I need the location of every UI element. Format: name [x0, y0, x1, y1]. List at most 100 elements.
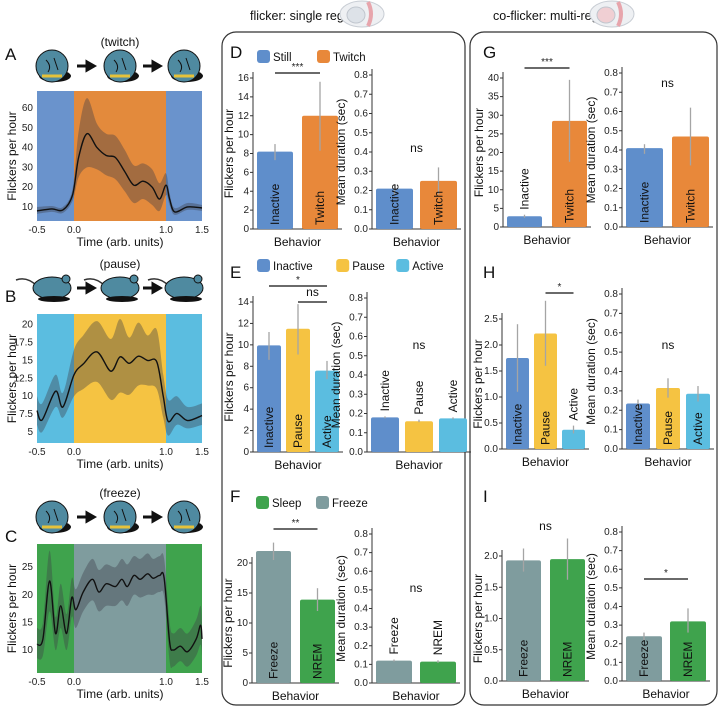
y-tick-label: 0.5: [484, 418, 498, 429]
x-tick-label: 1.5: [195, 447, 209, 458]
y-tick-label: 8: [243, 361, 249, 372]
y-tick-label: 10: [238, 130, 250, 141]
legend-label: Pause: [352, 261, 385, 273]
bar-label: Freeze: [637, 639, 651, 677]
legend-label: Sleep: [272, 498, 301, 510]
x-tick-label: 0.0: [67, 225, 81, 236]
y-tick-label: 14: [238, 92, 250, 103]
y-tick-label: 15: [22, 617, 34, 628]
bar-label: Active: [446, 379, 460, 412]
panel-letter-i: I: [483, 487, 488, 506]
bar-twitch: [302, 115, 338, 229]
y-tick-label: 50: [22, 123, 34, 134]
bar-active: [686, 393, 710, 449]
y-tick-label: 0.2: [604, 405, 618, 416]
y-tick-label: 0.1: [354, 659, 368, 670]
x-tick-label: 1.0: [159, 677, 173, 688]
legend-swatch: [317, 50, 330, 63]
bar-inactive: [626, 403, 650, 449]
y-axis-label: Mean duration (sec): [329, 322, 343, 429]
y-tick-label: 0.1: [604, 203, 618, 214]
panel-letter-h: H: [483, 263, 495, 282]
significance-label: ns: [662, 338, 675, 352]
y-tick-label: 2.0: [484, 551, 498, 562]
y-axis-label: Flickers per hour: [5, 564, 19, 653]
y-tick-label: 12.5: [14, 373, 34, 384]
y-tick-label: 8: [243, 149, 249, 160]
bar-active: [315, 370, 339, 452]
bar-pause: [405, 421, 433, 452]
y-tick-label: 2.5: [484, 314, 498, 325]
legend-swatch: [257, 259, 270, 272]
sleeping-mouse-icon: [167, 49, 203, 83]
y-tick-label: 0.6: [349, 332, 363, 343]
x-axis-label: Behavior: [392, 689, 439, 703]
y-tick-label: 0.0: [604, 444, 618, 455]
x-axis-label: Time (arb. units): [77, 235, 164, 249]
y-tick-label: 0.3: [354, 166, 368, 177]
x-axis-label: Behavior: [274, 235, 321, 249]
confidence-band: [37, 319, 202, 436]
legend-swatch: [336, 259, 350, 272]
y-tick-label: 0: [242, 678, 248, 689]
y-tick-label: 35: [488, 92, 500, 103]
bar-inactive: [626, 148, 663, 227]
y-tick-label: 0.7: [354, 548, 368, 559]
bar-label: Inactive: [631, 403, 645, 445]
title-multi-region: co-flicker: multi-region: [493, 9, 615, 23]
arrow-icon: [143, 510, 164, 524]
behavior-region: [37, 544, 74, 673]
x-tick-label: -0.5: [28, 677, 46, 688]
behavior-region: [37, 91, 74, 221]
y-axis-label: Mean duration (sec): [584, 553, 598, 660]
y-tick-label: 0.4: [354, 604, 368, 615]
y-tick-label: 0.5: [354, 128, 368, 139]
y-tick-label: 1.5: [484, 582, 498, 593]
bar-label: Pause: [291, 414, 305, 448]
mean-line: [36, 133, 203, 213]
y-tick-label: 0: [493, 222, 499, 233]
y-tick-label: 0.1: [354, 205, 368, 216]
bar-inactive: [376, 188, 413, 229]
y-tick-label: 0.4: [604, 367, 618, 378]
bar-label: Inactive: [262, 406, 276, 448]
y-tick-label: 0.4: [349, 370, 363, 381]
bar-label: Freeze: [517, 639, 531, 677]
panel-letter-c: C: [5, 527, 17, 546]
x-axis-label: Time (arb. units): [77, 687, 164, 701]
y-tick-label: 30: [22, 162, 34, 173]
behavior-caption: (twitch): [101, 35, 140, 49]
legend-swatch: [256, 496, 269, 509]
y-tick-label: 0.0: [604, 222, 618, 233]
y-tick-label: 0.5: [354, 585, 368, 596]
x-tick-label: -0.5: [28, 225, 46, 236]
legend-swatch: [316, 496, 329, 509]
y-tick-label: 0: [243, 447, 249, 458]
mouse-icon: [15, 274, 72, 302]
bar-nrem: [300, 599, 335, 683]
y-tick-label: 1.0: [484, 392, 498, 403]
x-tick-label: -0.5: [28, 447, 46, 458]
y-tick-label: 0.3: [604, 620, 618, 631]
panel-letter-a: A: [5, 45, 17, 64]
arrow-icon: [77, 281, 98, 295]
x-axis-label: Behavior: [395, 458, 442, 472]
y-tick-label: 0.5: [349, 351, 363, 362]
panel-letter-e: E: [230, 263, 241, 282]
y-tick-label: 0.5: [604, 126, 618, 137]
y-tick-label: 20: [22, 590, 34, 601]
y-tick-label: 0.8: [354, 529, 368, 540]
legend-label: Twitch: [333, 52, 366, 64]
y-tick-label: 15: [488, 166, 500, 177]
y-axis-label: Mean duration (sec): [584, 97, 598, 204]
y-tick-label: 14: [238, 297, 250, 308]
panel-letter-f: F: [230, 487, 240, 506]
bar-label: Active: [567, 388, 581, 421]
bar-pause: [286, 328, 310, 452]
y-tick-label: 0.5: [484, 645, 498, 656]
y-tick-label: 0.7: [604, 87, 618, 98]
y-tick-label: 2: [243, 426, 249, 437]
y-tick-label: 0.4: [354, 147, 368, 158]
y-tick-label: 15: [22, 355, 34, 366]
y-tick-label: 0.2: [354, 186, 368, 197]
